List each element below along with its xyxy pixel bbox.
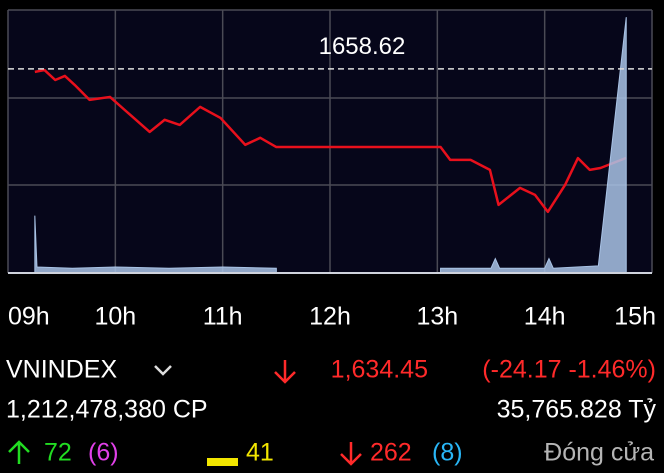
up-arrow [8, 440, 30, 464]
index-price: 1,634.45 [331, 356, 428, 384]
value: 35,765.828 Tỷ [497, 396, 657, 424]
down-arrow [274, 360, 296, 384]
x-tick-label: 11h [203, 303, 243, 331]
unchanged-icon [207, 458, 238, 466]
declines: 262 [370, 439, 412, 467]
reference-label: 1658.62 [319, 33, 406, 60]
status: Đóng cửa [544, 439, 654, 467]
x-tick-label: 14h [524, 303, 566, 331]
index-change: (-24.17 -1.46%) [482, 356, 656, 384]
x-tick-label: 09h [8, 303, 50, 331]
price-line [34, 68, 627, 214]
chart: 09h 10h 11h 12h 13h 14h 15h 1658.62 [7, 10, 656, 331]
unchanged: 41 [246, 439, 274, 467]
x-tick-label: 13h [416, 303, 458, 331]
x-tick-label: 10h [94, 303, 136, 331]
volume: 1,212,478,380 CP [6, 396, 208, 424]
x-tick-label: 12h [309, 303, 351, 331]
volume-area [34, 17, 627, 274]
down-arrow [340, 442, 362, 466]
x-tick-label: 15h [614, 303, 656, 331]
advances: 72 [44, 439, 72, 467]
index-name[interactable]: VNINDEX [6, 356, 117, 384]
floor: (8) [432, 439, 463, 467]
dropdown-icon[interactable] [154, 365, 172, 376]
ceiling: (6) [88, 439, 119, 467]
